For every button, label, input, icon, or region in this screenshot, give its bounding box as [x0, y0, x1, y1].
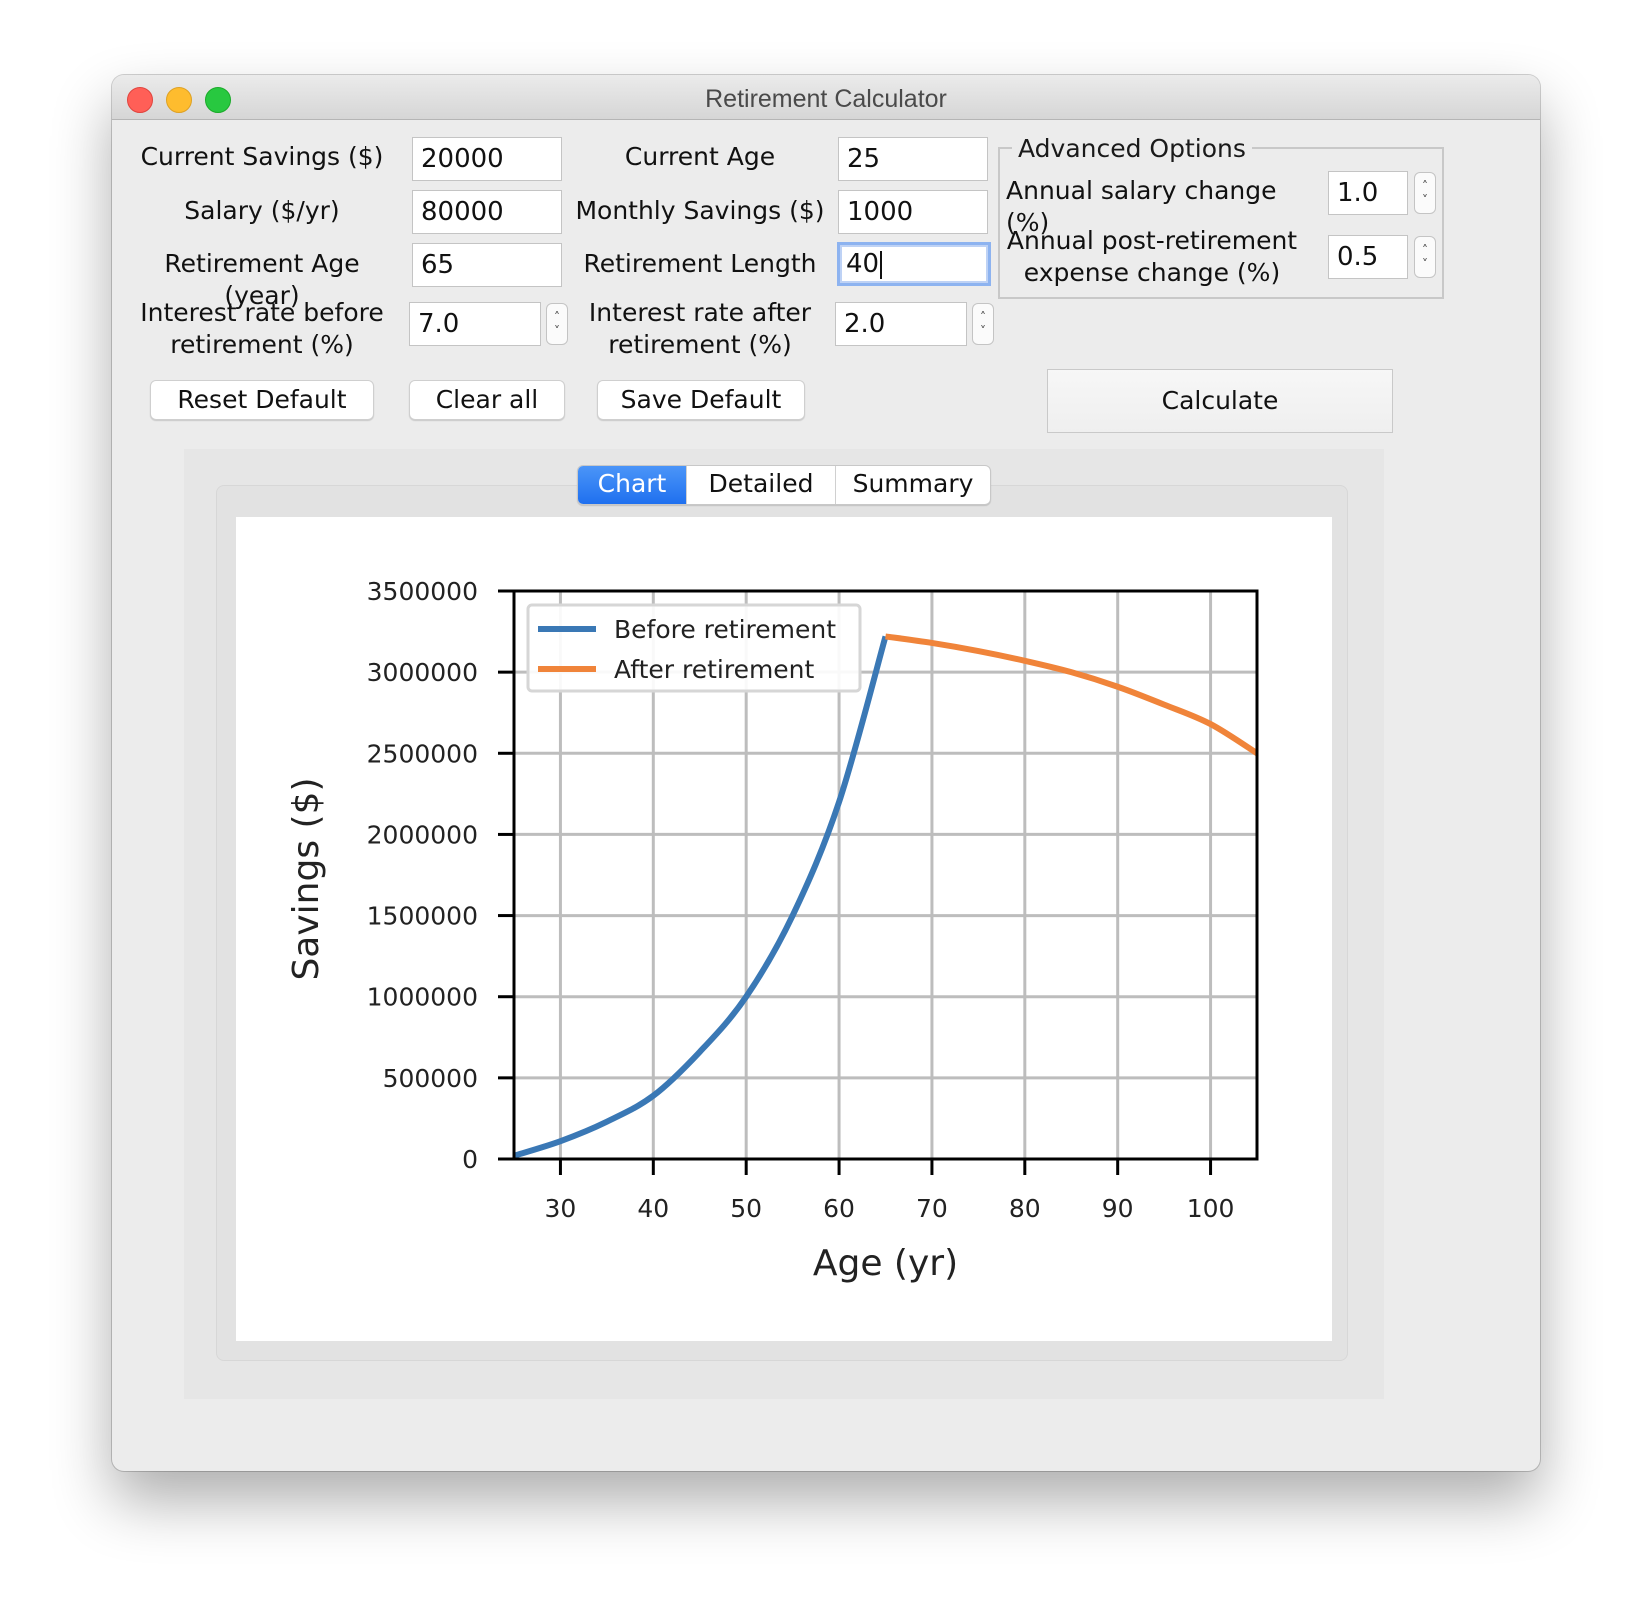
- interest-before-stepper[interactable]: ˄ ˅: [546, 303, 568, 345]
- current-age-label: Current Age: [624, 142, 776, 171]
- y-tick-label: 1000000: [367, 983, 478, 1012]
- x-tick-label: 40: [637, 1194, 669, 1223]
- title-bar: Retirement Calculator: [112, 75, 1540, 120]
- y-tick-label: 2000000: [367, 820, 478, 849]
- salary-change-input[interactable]: [1328, 171, 1408, 215]
- chart-lines: [513, 633, 1259, 1159]
- window-title: Retirement Calculator: [705, 85, 947, 113]
- y-tick-label: 1500000: [367, 902, 478, 931]
- interest-after-label-line2: retirement (%): [608, 330, 792, 359]
- minimize-window-button[interactable]: [166, 87, 192, 113]
- retirement-age-label: Retirement Age (year): [164, 249, 360, 310]
- chevron-down-icon[interactable]: ˅: [1422, 257, 1428, 271]
- interest-before-label: Interest rate before retirement (%): [130, 297, 394, 361]
- chevron-up-icon[interactable]: ˄: [554, 310, 560, 324]
- x-axis-label: Age (yr): [813, 1243, 958, 1284]
- expense-change-label-line2: expense change (%): [1023, 258, 1281, 287]
- expense-change-input[interactable]: [1328, 235, 1408, 279]
- x-tick-label: 70: [916, 1194, 948, 1223]
- legend-entry: Before retirement: [614, 615, 836, 644]
- x-tick-label: 30: [545, 1194, 577, 1223]
- interest-before-label-line2: retirement (%): [170, 330, 354, 359]
- chevron-down-icon[interactable]: ˅: [554, 324, 560, 338]
- tab-chart[interactable]: Chart: [578, 466, 687, 504]
- interest-after-label-line1: Interest rate after: [588, 298, 812, 327]
- y-tick-label: 3500000: [367, 577, 478, 606]
- y-tick-label: 0: [462, 1145, 478, 1174]
- y-tick-label: 2500000: [367, 739, 478, 768]
- chevron-down-icon[interactable]: ˅: [980, 324, 986, 338]
- savings-chart: 30 40 50 60 70 80 90 100 0 500000 1000000 1500000 20…: [286, 577, 1259, 1284]
- chart-axes-frame: [512, 589, 1259, 1161]
- x-tick-label: 60: [823, 1194, 855, 1223]
- retirement-length-input[interactable]: 40: [837, 242, 991, 286]
- chevron-up-icon[interactable]: ˄: [1422, 179, 1428, 193]
- y-tick-label: 500000: [383, 1064, 478, 1093]
- salary-change-stepper[interactable]: ˄ ˅: [1414, 172, 1436, 214]
- interest-after-input[interactable]: [835, 302, 967, 346]
- y-axis-label: Savings ($): [286, 777, 327, 980]
- x-tick-label: 80: [1009, 1194, 1041, 1223]
- y-tick-label: 3000000: [367, 658, 478, 687]
- chart-legend: Before retirement After retirement: [526, 603, 862, 693]
- text-caret: [880, 250, 883, 279]
- zoom-window-button[interactable]: [205, 87, 231, 113]
- retirement-length-value: 40: [846, 249, 880, 279]
- series-line-1: [885, 633, 1259, 756]
- interest-after-label: Interest rate after retirement (%): [574, 297, 826, 361]
- current-savings-input[interactable]: [412, 137, 562, 181]
- chevron-up-icon[interactable]: ˄: [980, 310, 986, 324]
- interest-before-input[interactable]: [409, 302, 541, 346]
- tab-summary[interactable]: Summary: [852, 469, 974, 498]
- salary-change-label: Annual salary change (%): [1006, 176, 1277, 237]
- chevron-down-icon[interactable]: ˅: [1422, 193, 1428, 207]
- x-tick-label: 100: [1187, 1194, 1235, 1223]
- calculate-button[interactable]: Calculate: [1047, 369, 1393, 433]
- expense-change-label: Annual post-retirement expense change (%…: [1002, 225, 1302, 289]
- interest-after-stepper[interactable]: ˄ ˅: [972, 303, 994, 345]
- advanced-options-title: Advanced Options: [1012, 133, 1252, 165]
- chart-ticks: 30 40 50 60 70 80 90 100 0 500000 1000000 1500000 20…: [367, 577, 1235, 1223]
- current-savings-label: Current Savings ($): [140, 142, 384, 171]
- interest-before-label-line1: Interest rate before: [140, 298, 384, 327]
- monthly-savings-input[interactable]: [838, 190, 988, 234]
- close-window-button[interactable]: [127, 87, 153, 113]
- expense-change-label-line1: Annual post-retirement: [1006, 226, 1298, 255]
- x-tick-label: 50: [730, 1194, 762, 1223]
- retirement-age-input[interactable]: [412, 243, 562, 287]
- clear-all-button[interactable]: Clear all: [409, 380, 565, 420]
- x-tick-label: 90: [1102, 1194, 1134, 1223]
- salary-label: Salary ($/yr): [184, 196, 340, 225]
- monthly-savings-label: Monthly Savings ($): [575, 196, 825, 225]
- series-line-0: [513, 635, 889, 1159]
- tab-detailed[interactable]: Detailed: [687, 466, 836, 504]
- reset-default-button[interactable]: Reset Default: [150, 380, 374, 420]
- chevron-up-icon[interactable]: ˄: [1422, 243, 1428, 257]
- chart-panel: 30 40 50 60 70 80 90 100 0 500000 1000000 1500000 20…: [236, 517, 1332, 1341]
- legend-frame: [526, 603, 862, 693]
- app-window: Retirement Calculator Current Savings ($…: [112, 75, 1540, 1471]
- retirement-length-label: Retirement Length: [583, 249, 817, 278]
- save-default-button[interactable]: Save Default: [597, 380, 805, 420]
- results-tab-bar: Chart Detailed Summary: [577, 465, 991, 505]
- salary-input[interactable]: [412, 190, 562, 234]
- legend-entry: After retirement: [614, 655, 815, 684]
- current-age-input[interactable]: [838, 137, 988, 181]
- expense-change-stepper[interactable]: ˄ ˅: [1414, 236, 1436, 278]
